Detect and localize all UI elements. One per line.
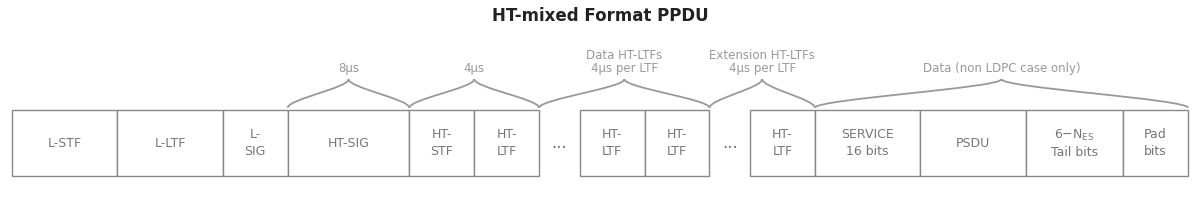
Text: L-LTF: L-LTF — [155, 136, 186, 150]
Text: HT-
STF: HT- STF — [431, 128, 454, 158]
Bar — [920, 110, 1026, 176]
Text: HT-
LTF: HT- LTF — [667, 128, 688, 158]
Text: Tail bits: Tail bits — [1051, 146, 1098, 160]
Text: Pad
bits: Pad bits — [1144, 128, 1166, 158]
Text: 4μs: 4μs — [463, 62, 485, 75]
Text: 4μs per LTF: 4μs per LTF — [728, 62, 796, 75]
Text: $6\mathrm{-N_{ES}}$: $6\mathrm{-N_{ES}}$ — [1055, 128, 1094, 143]
Text: HT-
LTF: HT- LTF — [773, 128, 793, 158]
Text: ...: ... — [552, 134, 568, 152]
Text: SERVICE
16 bits: SERVICE 16 bits — [841, 128, 894, 158]
Bar — [12, 110, 118, 176]
Bar — [1026, 110, 1123, 176]
Text: HT-SIG: HT-SIG — [328, 136, 370, 150]
Bar — [750, 110, 815, 176]
Text: PSDU: PSDU — [956, 136, 990, 150]
Bar — [223, 110, 288, 176]
Text: Data HT-LTFs: Data HT-LTFs — [587, 49, 662, 62]
Bar — [644, 110, 709, 176]
Text: L-
SIG: L- SIG — [245, 128, 266, 158]
Bar — [474, 110, 539, 176]
Text: Extension HT-LTFs: Extension HT-LTFs — [709, 49, 815, 62]
Bar — [580, 110, 644, 176]
Bar — [815, 110, 920, 176]
Text: 8μs: 8μs — [338, 62, 359, 75]
Bar — [118, 110, 223, 176]
Text: HT-
LTF: HT- LTF — [602, 128, 623, 158]
Text: HT-mixed Format PPDU: HT-mixed Format PPDU — [492, 7, 708, 25]
Bar — [409, 110, 474, 176]
Text: L-STF: L-STF — [48, 136, 82, 150]
Text: ...: ... — [722, 134, 738, 152]
Text: Data (non LDPC case only): Data (non LDPC case only) — [923, 62, 1080, 75]
Text: 4μs per LTF: 4μs per LTF — [590, 62, 658, 75]
Bar — [1123, 110, 1188, 176]
Text: HT-
LTF: HT- LTF — [497, 128, 517, 158]
Bar — [288, 110, 409, 176]
